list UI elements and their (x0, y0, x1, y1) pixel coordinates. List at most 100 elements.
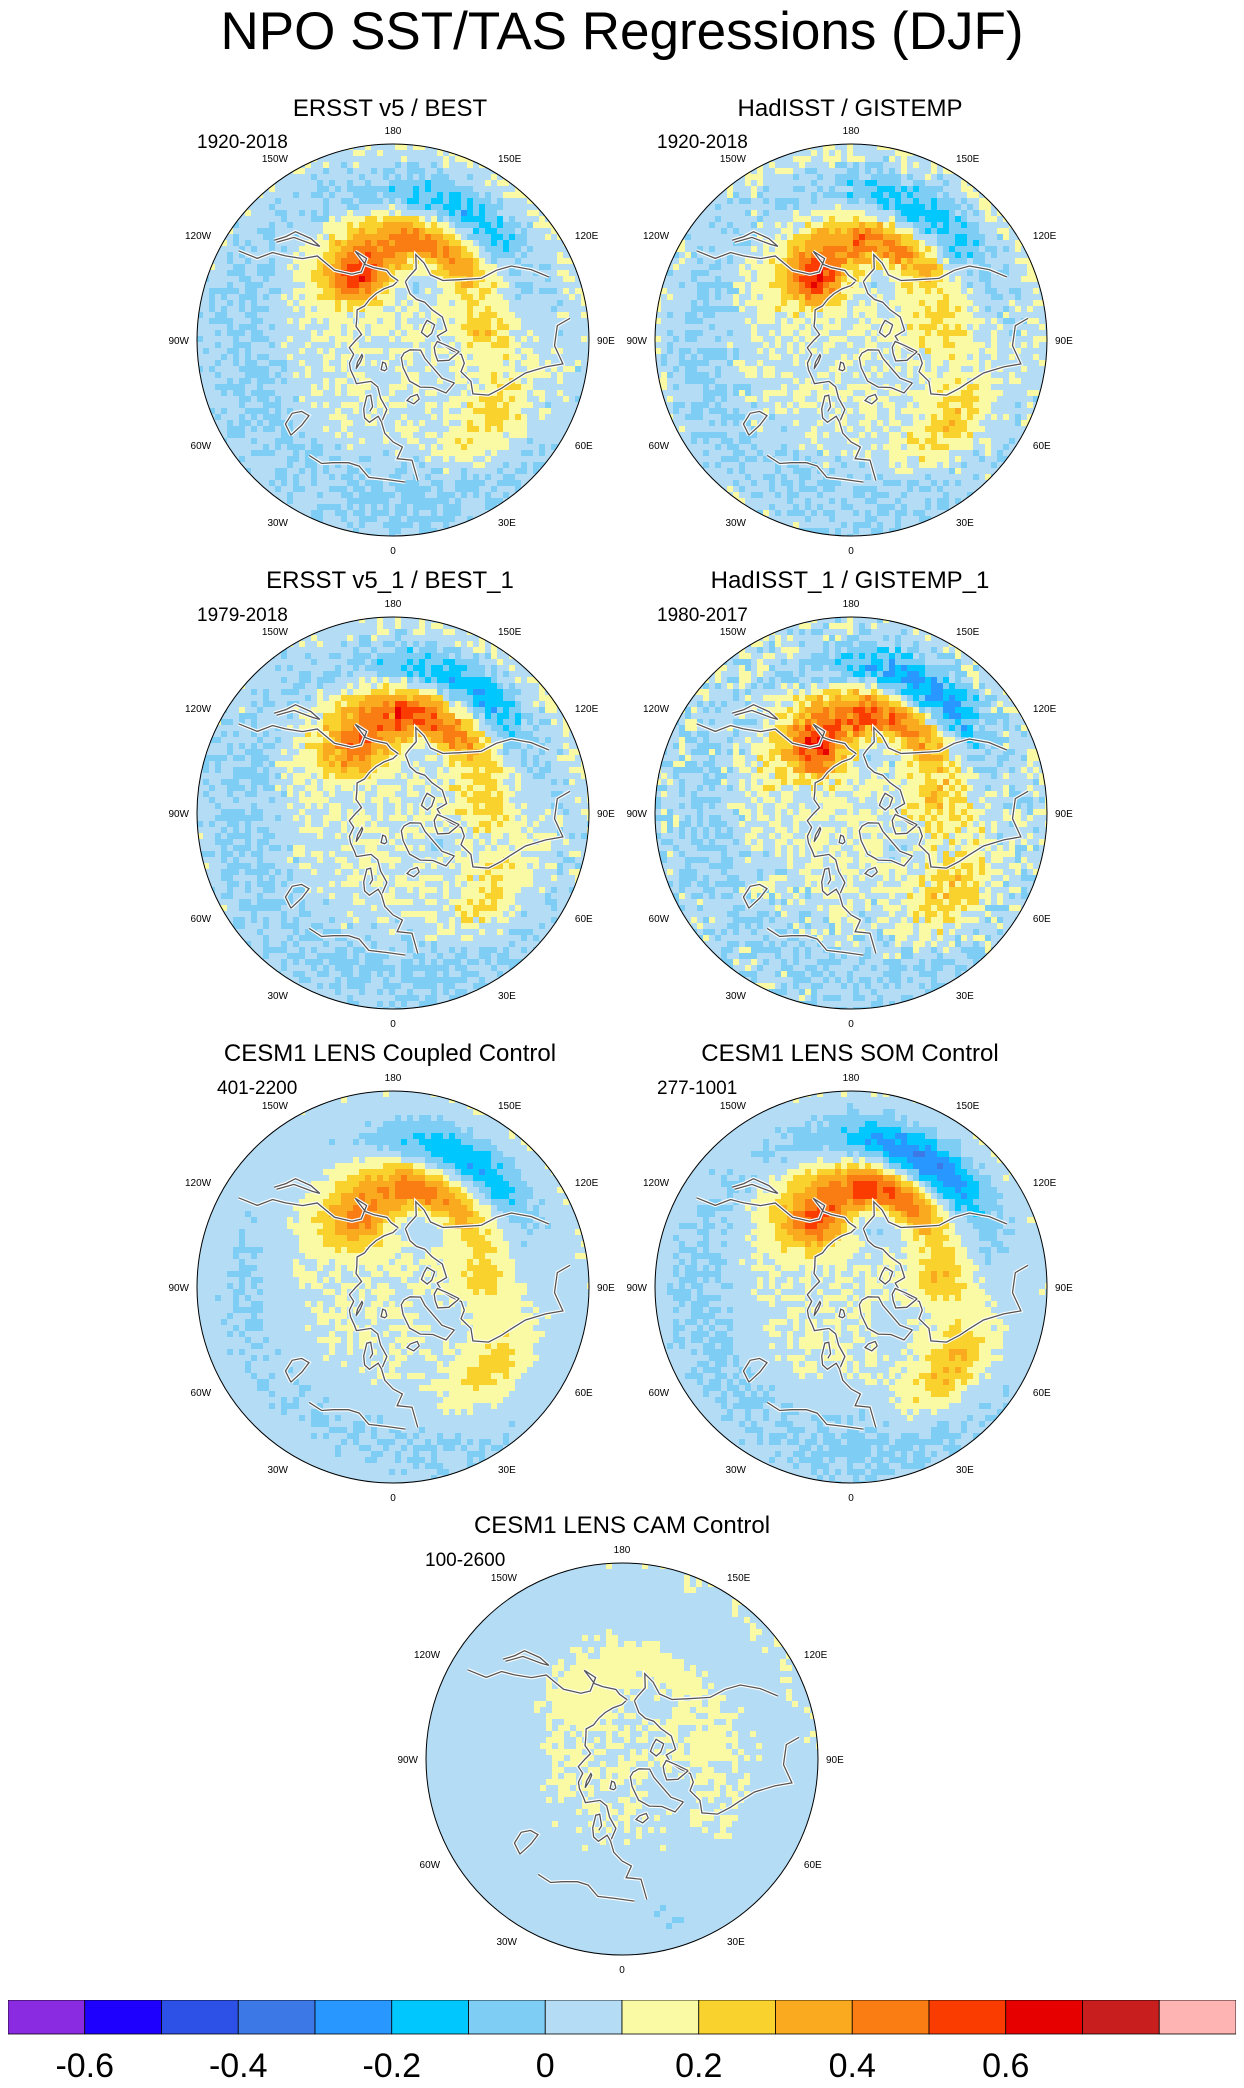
longitude-label: 120E (1033, 704, 1057, 715)
longitude-label: 180 (385, 1073, 402, 1084)
longitude-label: 150W (262, 154, 289, 165)
colorbar-tick-label: 0.4 (829, 2048, 876, 2084)
longitude-label: 60W (191, 1388, 212, 1399)
longitude-label: 90E (1055, 336, 1073, 347)
longitude-label: 90E (1055, 1283, 1073, 1294)
longitude-label: 60E (1033, 1388, 1051, 1399)
longitude-label: 60E (575, 441, 593, 452)
colorbar-swatch (776, 2000, 853, 2034)
longitude-label: 60W (191, 441, 212, 452)
longitude-label: 30E (498, 518, 516, 529)
longitude-label: 30W (267, 518, 288, 529)
longitude-label: 120W (185, 231, 212, 242)
longitude-label: 120E (1033, 231, 1057, 242)
longitude-label: 90E (597, 336, 615, 347)
longitude-label: 60W (649, 1388, 670, 1399)
longitude-label: 30E (727, 1937, 745, 1948)
longitude-label: 0 (390, 546, 396, 557)
longitude-label: 30E (498, 991, 516, 1002)
longitude-label: 120W (414, 1650, 441, 1661)
longitude-label: 120W (643, 1178, 670, 1189)
colorbar-tick-label: -0.4 (209, 2048, 268, 2084)
longitude-label: 30W (267, 1465, 288, 1476)
longitude-label: 60E (1033, 914, 1051, 925)
colorbar-tick-label: 0.2 (675, 2048, 722, 2084)
longitude-label: 150W (491, 1573, 518, 1584)
longitude-label: 30W (725, 518, 746, 529)
longitude-label: 150W (720, 627, 747, 638)
longitude-label: 90W (397, 1755, 418, 1766)
longitude-label: 60E (1033, 441, 1051, 452)
longitude-label: 30W (496, 1937, 517, 1948)
longitude-label: 180 (843, 599, 860, 610)
longitude-label: 30W (725, 991, 746, 1002)
longitude-label: 120E (575, 1178, 599, 1189)
colorbar-swatch (1083, 2000, 1160, 2034)
longitude-label: 60W (420, 1860, 441, 1871)
longitude-label: 120W (185, 1178, 212, 1189)
colorbar-swatch (392, 2000, 469, 2034)
longitude-label: 90W (168, 809, 189, 820)
longitude-label: 150E (956, 154, 980, 165)
longitude-label: 30W (725, 1465, 746, 1476)
longitude-label: 60E (575, 1388, 593, 1399)
colorbar-swatch (622, 2000, 699, 2034)
colorbar-swatch (162, 2000, 239, 2034)
longitude-label: 90E (826, 1755, 844, 1766)
longitude-label: 90W (168, 1283, 189, 1294)
longitude-label: 90E (1055, 809, 1073, 820)
colorbar-swatch (1006, 2000, 1083, 2034)
longitude-label: 0 (848, 1493, 854, 1504)
longitude-label: 120E (575, 231, 599, 242)
colorbar-swatch (545, 2000, 622, 2034)
longitude-label: 150E (498, 627, 522, 638)
longitude-label: 180 (385, 599, 402, 610)
longitude-label: 60W (649, 441, 670, 452)
longitude-label: 0 (848, 546, 854, 557)
page-title: NPO SST/TAS Regressions (DJF) (0, 2, 1244, 62)
longitude-label: 90E (597, 1283, 615, 1294)
colorbar-swatch (1159, 2000, 1236, 2034)
longitude-label: 150E (956, 627, 980, 638)
longitude-label: 150W (262, 1101, 289, 1112)
colorbar-swatch (8, 2000, 85, 2034)
colorbar-tick-label: 0.6 (982, 2048, 1029, 2084)
longitude-label: 120E (1033, 1178, 1057, 1189)
longitude-label: 150E (727, 1573, 751, 1584)
longitude-label: 60E (575, 914, 593, 925)
colorbar-swatch (852, 2000, 929, 2034)
longitude-label: 150W (720, 1101, 747, 1112)
longitude-label: 150W (720, 154, 747, 165)
longitude-label: 90E (597, 809, 615, 820)
colorbar-swatch (238, 2000, 315, 2034)
longitude-label: 60E (804, 1860, 822, 1871)
colorbar-swatch (929, 2000, 1006, 2034)
longitude-label: 0 (848, 1019, 854, 1030)
longitude-label: 120W (185, 704, 212, 715)
longitude-label: 150E (498, 154, 522, 165)
longitude-label: 30E (956, 991, 974, 1002)
longitude-label: 150E (498, 1101, 522, 1112)
longitude-label: 30E (956, 1465, 974, 1476)
colorbar-tick-label: -0.6 (55, 2048, 114, 2084)
longitude-label: 180 (843, 1073, 860, 1084)
longitude-label: 0 (619, 1965, 625, 1976)
longitude-label: 150E (956, 1101, 980, 1112)
longitude-label: 120W (643, 231, 670, 242)
colorbar-swatch (469, 2000, 546, 2034)
longitude-label: 0 (390, 1493, 396, 1504)
longitude-label: 180 (385, 126, 402, 137)
longitude-label: 120E (575, 704, 599, 715)
colorbar-swatch (699, 2000, 776, 2034)
longitude-label: 120E (804, 1650, 828, 1661)
longitude-label: 30E (956, 518, 974, 529)
longitude-label: 120W (643, 704, 670, 715)
longitude-label: 0 (390, 1019, 396, 1030)
longitude-label: 60W (649, 914, 670, 925)
